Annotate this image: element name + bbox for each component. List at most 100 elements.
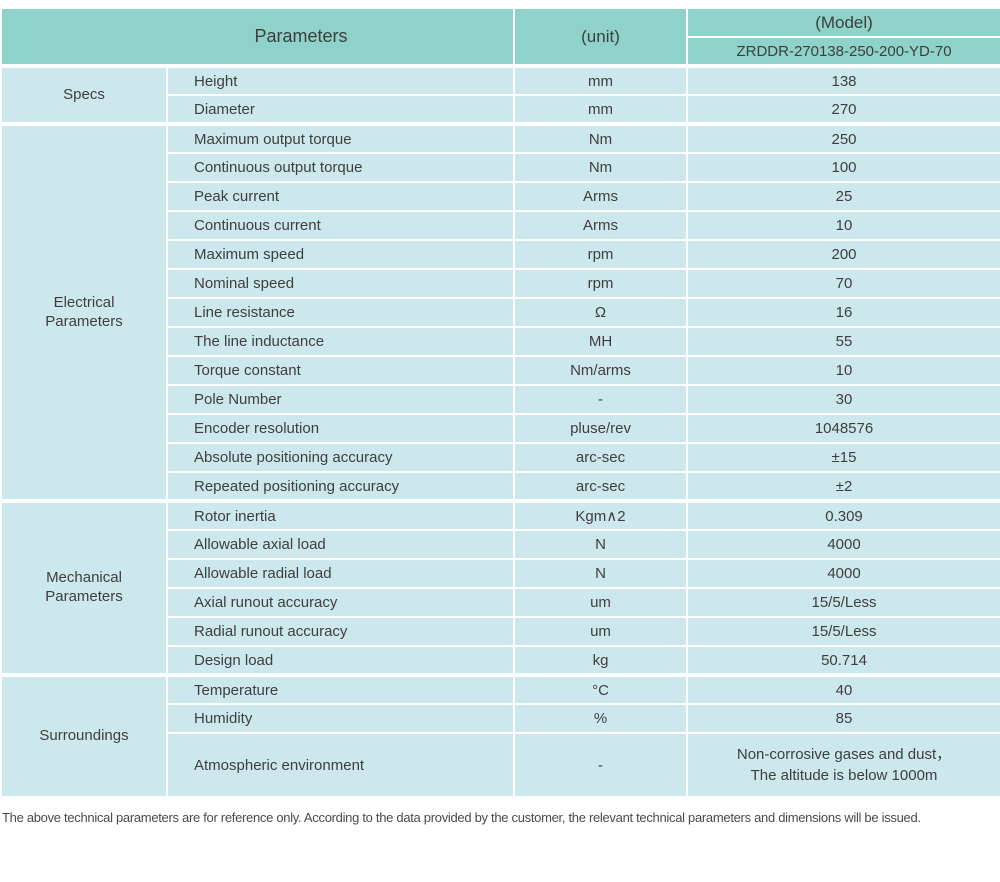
param-label: Allowable radial load [165, 558, 516, 589]
model-value: 25 [686, 181, 1000, 212]
model-value: ±2 [686, 471, 1000, 502]
model-value: Non-corrosive gases and dust， The altitu… [686, 732, 1000, 798]
unit-value: °C [513, 673, 689, 705]
table-row: Atmospheric environment - Non-corrosive … [1, 732, 1000, 798]
table-row: Radial runout accuracy um 15/5/Less [1, 616, 1000, 647]
table-row: Torque constant Nm/arms 10 [1, 355, 1000, 386]
category-cell-surroundings: Surroundings [0, 673, 168, 798]
param-label: Allowable axial load [165, 529, 516, 560]
table-row: Humidity % 85 [1, 703, 1000, 734]
model-value: 10 [686, 355, 1000, 386]
unit-value: Nm [513, 152, 689, 183]
model-value: 50.714 [686, 645, 1000, 676]
param-label: Atmospheric environment [165, 732, 516, 798]
table-row: Diameter mm 270 [1, 94, 1000, 125]
model-header: (Model) [686, 7, 1000, 38]
unit-value: N [513, 558, 689, 589]
table-row: Maximum speed rpm 200 [1, 239, 1000, 270]
unit-value: Arms [513, 210, 689, 241]
header-row-2: ZRDDR-270138-250-200-YD-70 [1, 36, 1000, 67]
table-row: Continuous output torque Nm 100 [1, 152, 1000, 183]
unit-value: um [513, 587, 689, 618]
param-label: Diameter [165, 94, 516, 125]
table-header: Parameters (unit) (Model) ZRDDR-270138-2… [0, 7, 1000, 67]
unit-value: pluse/rev [513, 413, 689, 444]
footnote-text: The above technical parameters are for r… [2, 810, 921, 825]
param-label: Torque constant [165, 355, 516, 386]
param-label: The line inductance [165, 326, 516, 357]
parameters-header: Parameters [0, 7, 516, 67]
category-cell-electrical: Electrical Parameters [0, 122, 168, 502]
param-label: Rotor inertia [165, 499, 516, 531]
param-label: Encoder resolution [165, 413, 516, 444]
unit-value: rpm [513, 268, 689, 299]
param-label: Height [165, 64, 516, 96]
param-label: Temperature [165, 673, 516, 705]
param-label: Radial runout accuracy [165, 616, 516, 647]
param-label: Continuous current [165, 210, 516, 241]
param-label: Absolute positioning accuracy [165, 442, 516, 473]
table-row: Pole Number - 30 [1, 384, 1000, 415]
model-value: 15/5/Less [686, 587, 1000, 618]
param-label: Axial runout accuracy [165, 587, 516, 618]
param-label: Repeated positioning accuracy [165, 471, 516, 502]
header-row-1: Parameters (unit) (Model) [0, 7, 1000, 67]
table-row: Repeated positioning accuracy arc-sec ±2 [1, 471, 1000, 502]
table-row: The line inductance MH 55 [1, 326, 1000, 357]
model-value: 4000 [686, 529, 1000, 560]
unit-value: Arms [513, 181, 689, 212]
unit-value: um [513, 616, 689, 647]
model-value: 270 [686, 94, 1000, 125]
model-value: 200 [686, 239, 1000, 270]
table-row: Line resistance Ω 16 [1, 297, 1000, 328]
table-row: Absolute positioning accuracy arc-sec ±1… [1, 442, 1000, 473]
model-value: 30 [686, 384, 1000, 415]
model-value: 16 [686, 297, 1000, 328]
model-value: 4000 [686, 558, 1000, 589]
param-label: Humidity [165, 703, 516, 734]
unit-value: arc-sec [513, 471, 689, 502]
param-label: Design load [165, 645, 516, 676]
table-row: Design load kg 50.714 [1, 645, 1000, 676]
table-row: Axial runout accuracy um 15/5/Less [1, 587, 1000, 618]
model-value: 250 [686, 122, 1000, 154]
param-label: Maximum speed [165, 239, 516, 270]
model-value: 138 [686, 64, 1000, 96]
model-value: 85 [686, 703, 1000, 734]
model-value: 100 [686, 152, 1000, 183]
unit-value: rpm [513, 239, 689, 270]
unit-value: Ω [513, 297, 689, 328]
category-cell-mechanical: Mechanical Parameters [0, 499, 168, 676]
spec-table: Parameters (unit) (Model) ZRDDR-270138-2… [0, 7, 1000, 798]
model-value: 1048576 [686, 413, 1000, 444]
model-value: 10 [686, 210, 1000, 241]
param-label: Nominal speed [165, 268, 516, 299]
model-number: ZRDDR-270138-250-200-YD-70 [686, 36, 1000, 67]
table-row: Encoder resolution pluse/rev 1048576 [1, 413, 1000, 444]
unit-value: mm [513, 64, 689, 96]
unit-value: kg [513, 645, 689, 676]
table-row: Allowable axial load N 4000 [1, 529, 1000, 560]
param-label: Continuous output torque [165, 152, 516, 183]
model-value: 0.309 [686, 499, 1000, 531]
unit-value: mm [513, 94, 689, 125]
table-row: Allowable radial load N 4000 [1, 558, 1000, 589]
param-label: Maximum output torque [165, 122, 516, 154]
table-row: Electrical Parameters Maximum output tor… [0, 122, 1000, 502]
unit-value: % [513, 703, 689, 734]
param-label: Pole Number [165, 384, 516, 415]
param-label: Peak current [165, 181, 516, 212]
model-value: 15/5/Less [686, 616, 1000, 647]
model-value: 55 [686, 326, 1000, 357]
unit-value: - [513, 732, 689, 798]
unit-header: (unit) [513, 7, 689, 67]
unit-value: Nm/arms [513, 355, 689, 386]
table-row: Specs Height mm 138 [0, 64, 1000, 125]
unit-value: - [513, 384, 689, 415]
model-value: ±15 [686, 442, 1000, 473]
unit-value: Nm [513, 122, 689, 154]
unit-value: Kgm∧2 [513, 499, 689, 531]
table-row: Continuous current Arms 10 [1, 210, 1000, 241]
unit-value: MH [513, 326, 689, 357]
